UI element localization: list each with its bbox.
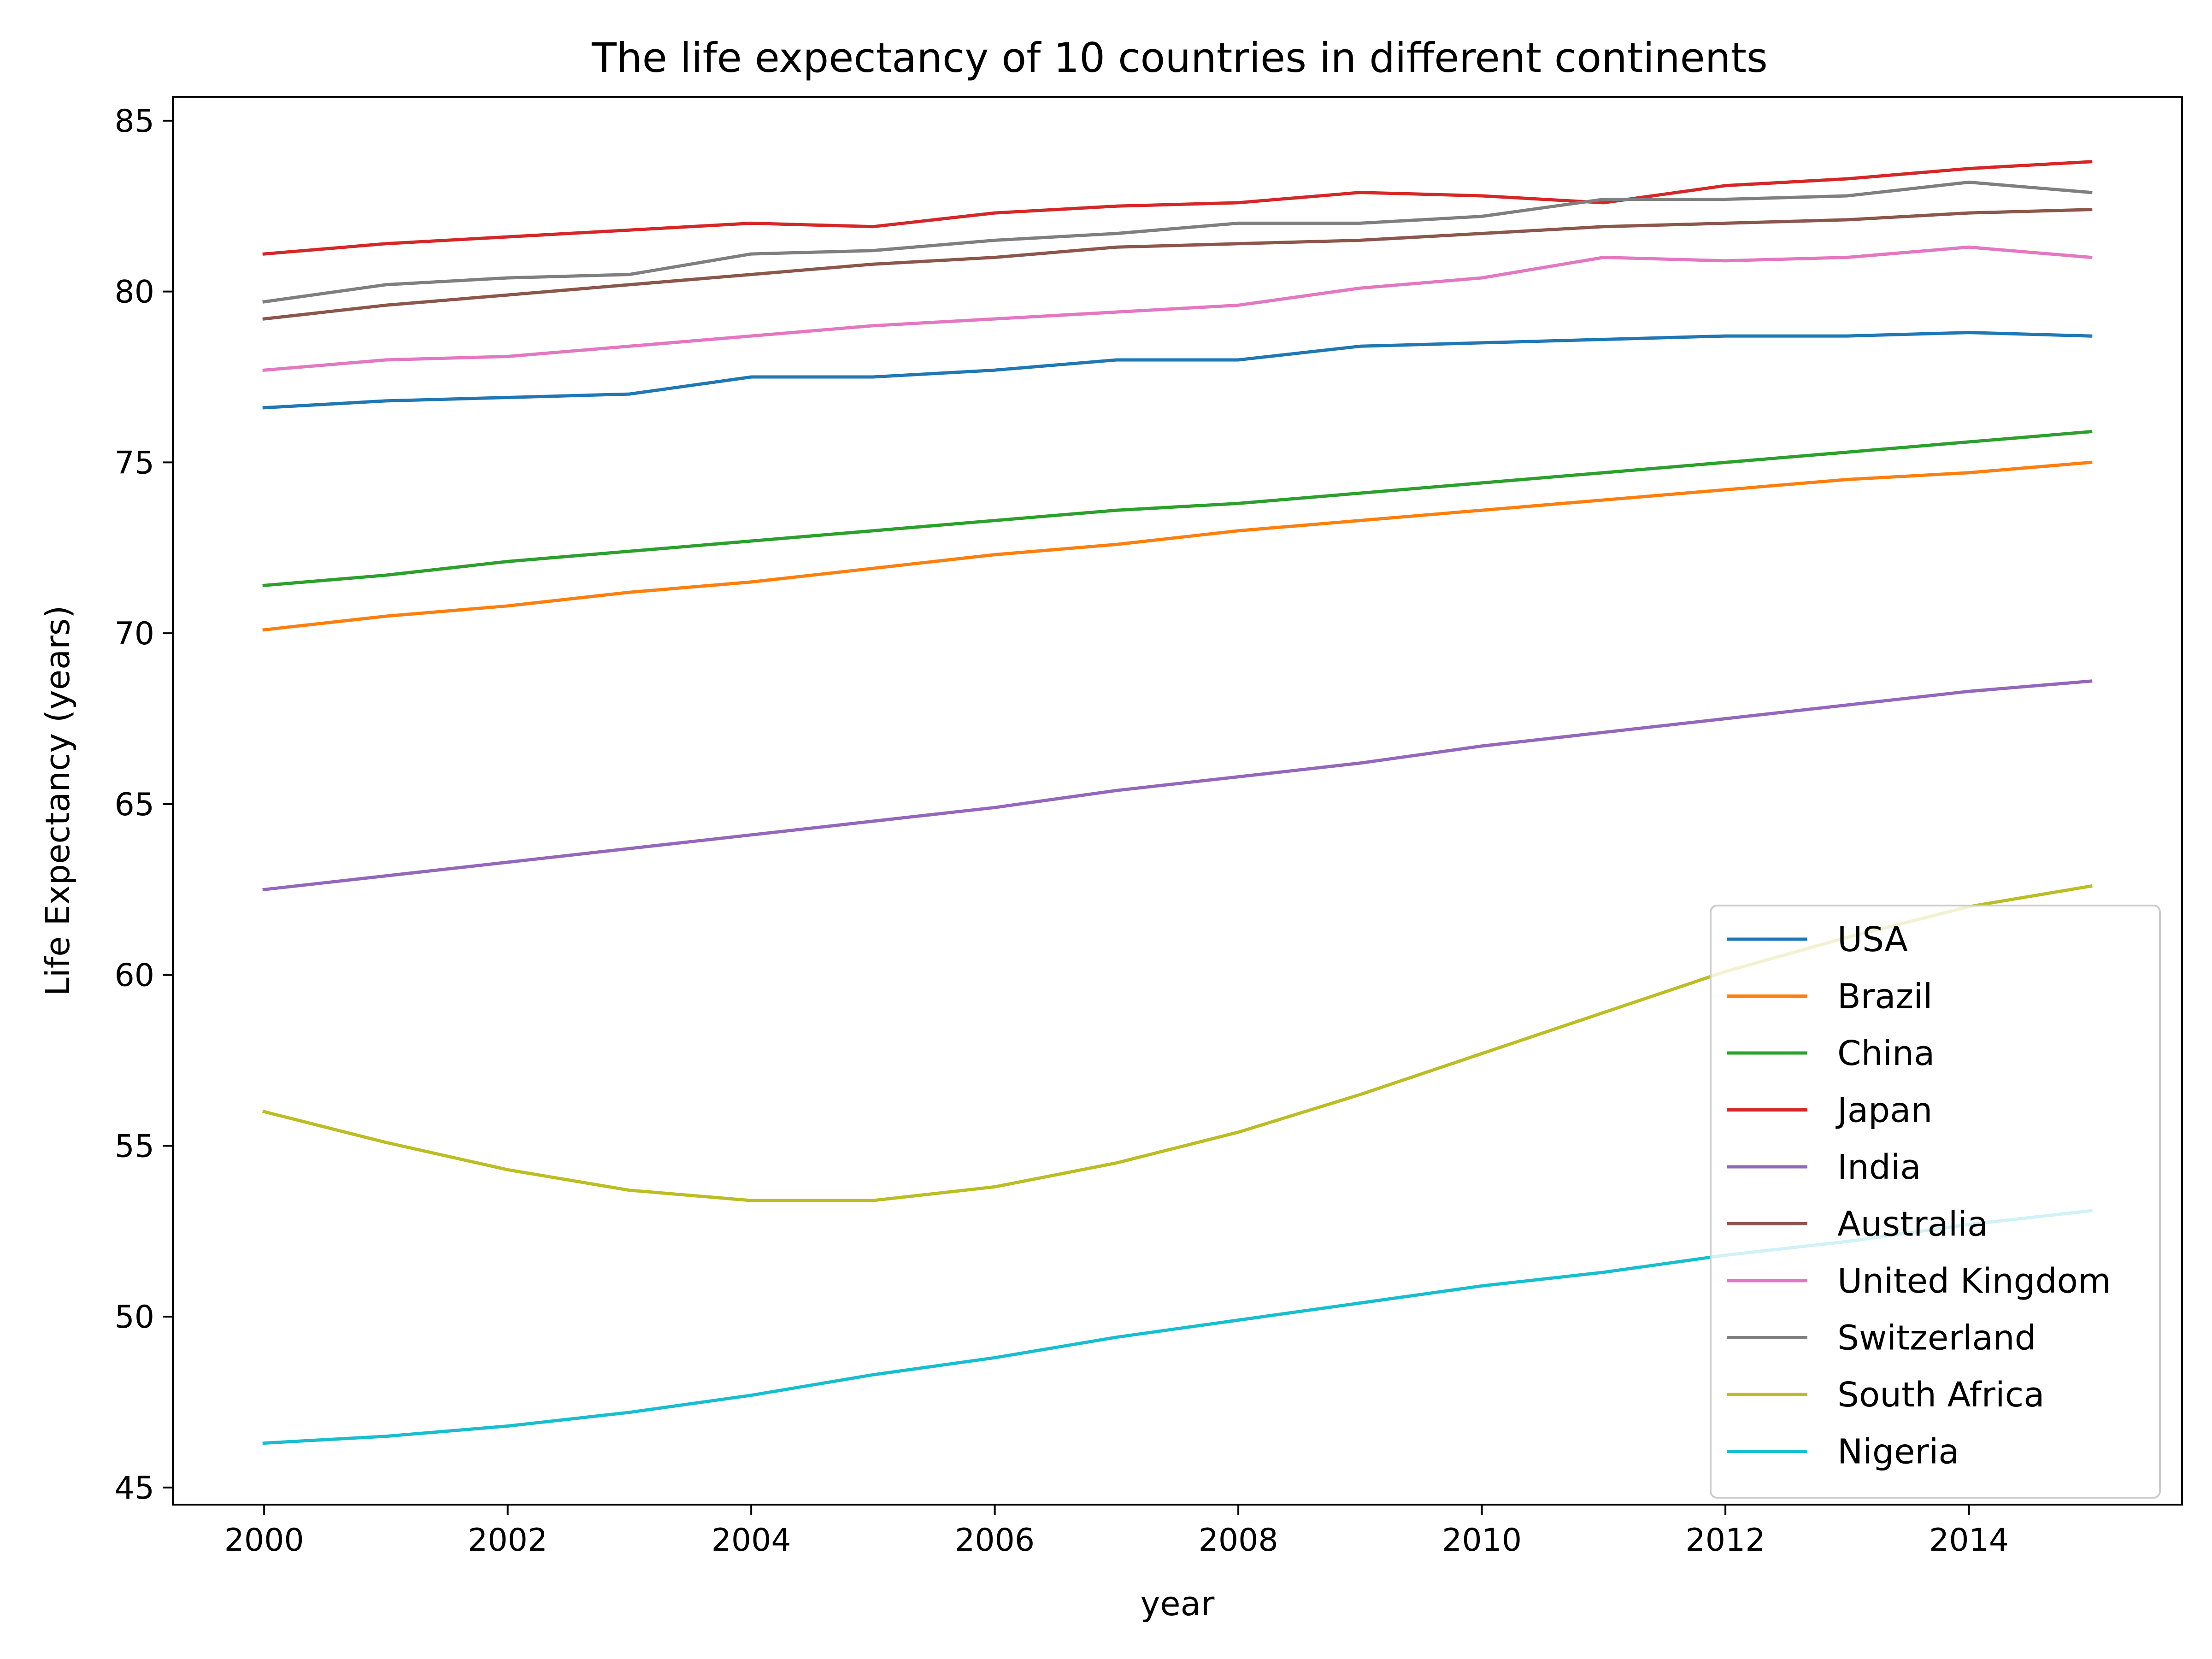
x-tick-label: 2004 — [712, 1522, 791, 1559]
legend-label-australia: Australia — [1837, 1205, 1988, 1244]
legend-label-switzerland: Switzerland — [1837, 1318, 2036, 1358]
series-line-united-kingdom — [262, 245, 2093, 372]
legend-label-china: China — [1837, 1034, 1935, 1073]
y-tick-label: 55 — [114, 1128, 154, 1165]
x-axis: 2000 2002 2004 2006 2008 2010 2012 2014 — [224, 1505, 2009, 1559]
series-line-australia — [262, 208, 2093, 321]
y-tick-label: 45 — [114, 1470, 154, 1506]
legend-label-india: India — [1837, 1147, 1921, 1187]
legend-label-brazil: Brazil — [1837, 977, 1933, 1017]
x-tick-label: 2006 — [955, 1522, 1035, 1559]
x-tick-label: 2002 — [468, 1522, 547, 1559]
x-tick-label: 2000 — [224, 1522, 304, 1559]
x-tick-label: 2008 — [1199, 1522, 1278, 1559]
legend: USA Brazil China Japan India Australia United … — [1710, 905, 2161, 1499]
x-tick-label: 2012 — [1686, 1522, 1765, 1559]
series-line-japan — [262, 160, 2093, 256]
y-tick-label: 60 — [114, 958, 154, 994]
series-line-switzerland — [262, 180, 2093, 304]
legend-box — [1710, 905, 2161, 1499]
y-tick-label: 70 — [114, 616, 154, 652]
y-axis: 45 50 55 60 65 70 75 80 85 — [114, 103, 173, 1506]
chart-title: The life expectancy of 10 countries in d… — [591, 34, 1768, 82]
legend-label-united-kingdom: United Kingdom — [1837, 1261, 2111, 1301]
y-tick-label: 75 — [114, 445, 154, 481]
y-tick-label: 50 — [114, 1299, 154, 1335]
x-axis-label: year — [1141, 1584, 1215, 1623]
y-tick-label: 80 — [114, 274, 154, 311]
plot-frame — [172, 96, 2183, 1506]
series-line-india — [262, 679, 2093, 892]
series-line-usa — [262, 331, 2093, 410]
legend-label-nigeria: Nigeria — [1837, 1432, 1959, 1472]
legend-label-south-africa: South Africa — [1837, 1375, 2045, 1415]
x-tick-label: 2010 — [1442, 1522, 1522, 1559]
y-tick-label: 85 — [114, 103, 154, 140]
legend-label-usa: USA — [1837, 920, 1908, 959]
x-tick-label: 2014 — [1929, 1522, 2009, 1559]
y-axis-label: Life Expectancy (years) — [38, 606, 77, 996]
y-tick-label: 65 — [114, 787, 154, 823]
series-line-brazil — [262, 460, 2093, 632]
series-line-china — [262, 429, 2093, 588]
legend-label-japan: Japan — [1835, 1091, 1932, 1130]
